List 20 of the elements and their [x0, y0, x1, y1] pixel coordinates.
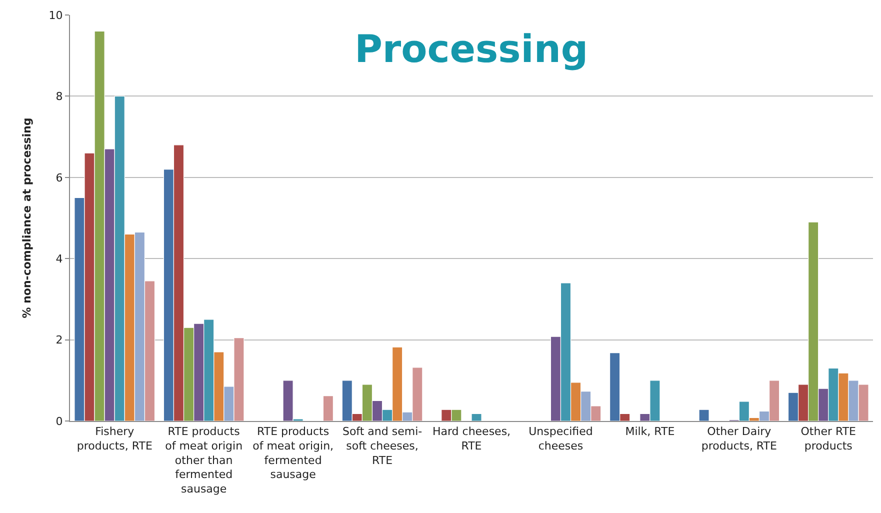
x-tick-label: Fishery products, RTE	[76, 425, 152, 452]
y-tick-label: 0	[56, 414, 63, 428]
x-tick-label: Other Dairy products, RTE	[701, 425, 777, 452]
x-tick-label: Milk, RTE	[625, 425, 675, 438]
y-tick-label: 10	[48, 8, 63, 22]
x-tick-label: RTE products of meat origin, fermented sausage	[252, 425, 334, 482]
x-tick-label: Other RTE products	[800, 425, 856, 452]
y-axis-title: % non-compliance at processing	[20, 118, 34, 318]
x-tick-label: Unspecified cheeses	[528, 425, 593, 452]
x-tick-label: Hard cheeses, RTE	[432, 425, 511, 452]
bar	[471, 413, 482, 421]
x-tick-label: Soft and semi- soft cheeses, RTE	[342, 425, 422, 467]
bar	[698, 409, 710, 421]
bar	[322, 396, 334, 421]
y-tick-label: 8	[56, 90, 63, 104]
y-tick-label: 6	[56, 171, 63, 184]
chart-title: Processing	[354, 27, 588, 72]
y-tick-label: 4	[56, 252, 63, 266]
x-tick-label: RTE products of meat origin other than fermented sausage	[165, 425, 243, 496]
y-tick-label: 2	[56, 334, 63, 347]
